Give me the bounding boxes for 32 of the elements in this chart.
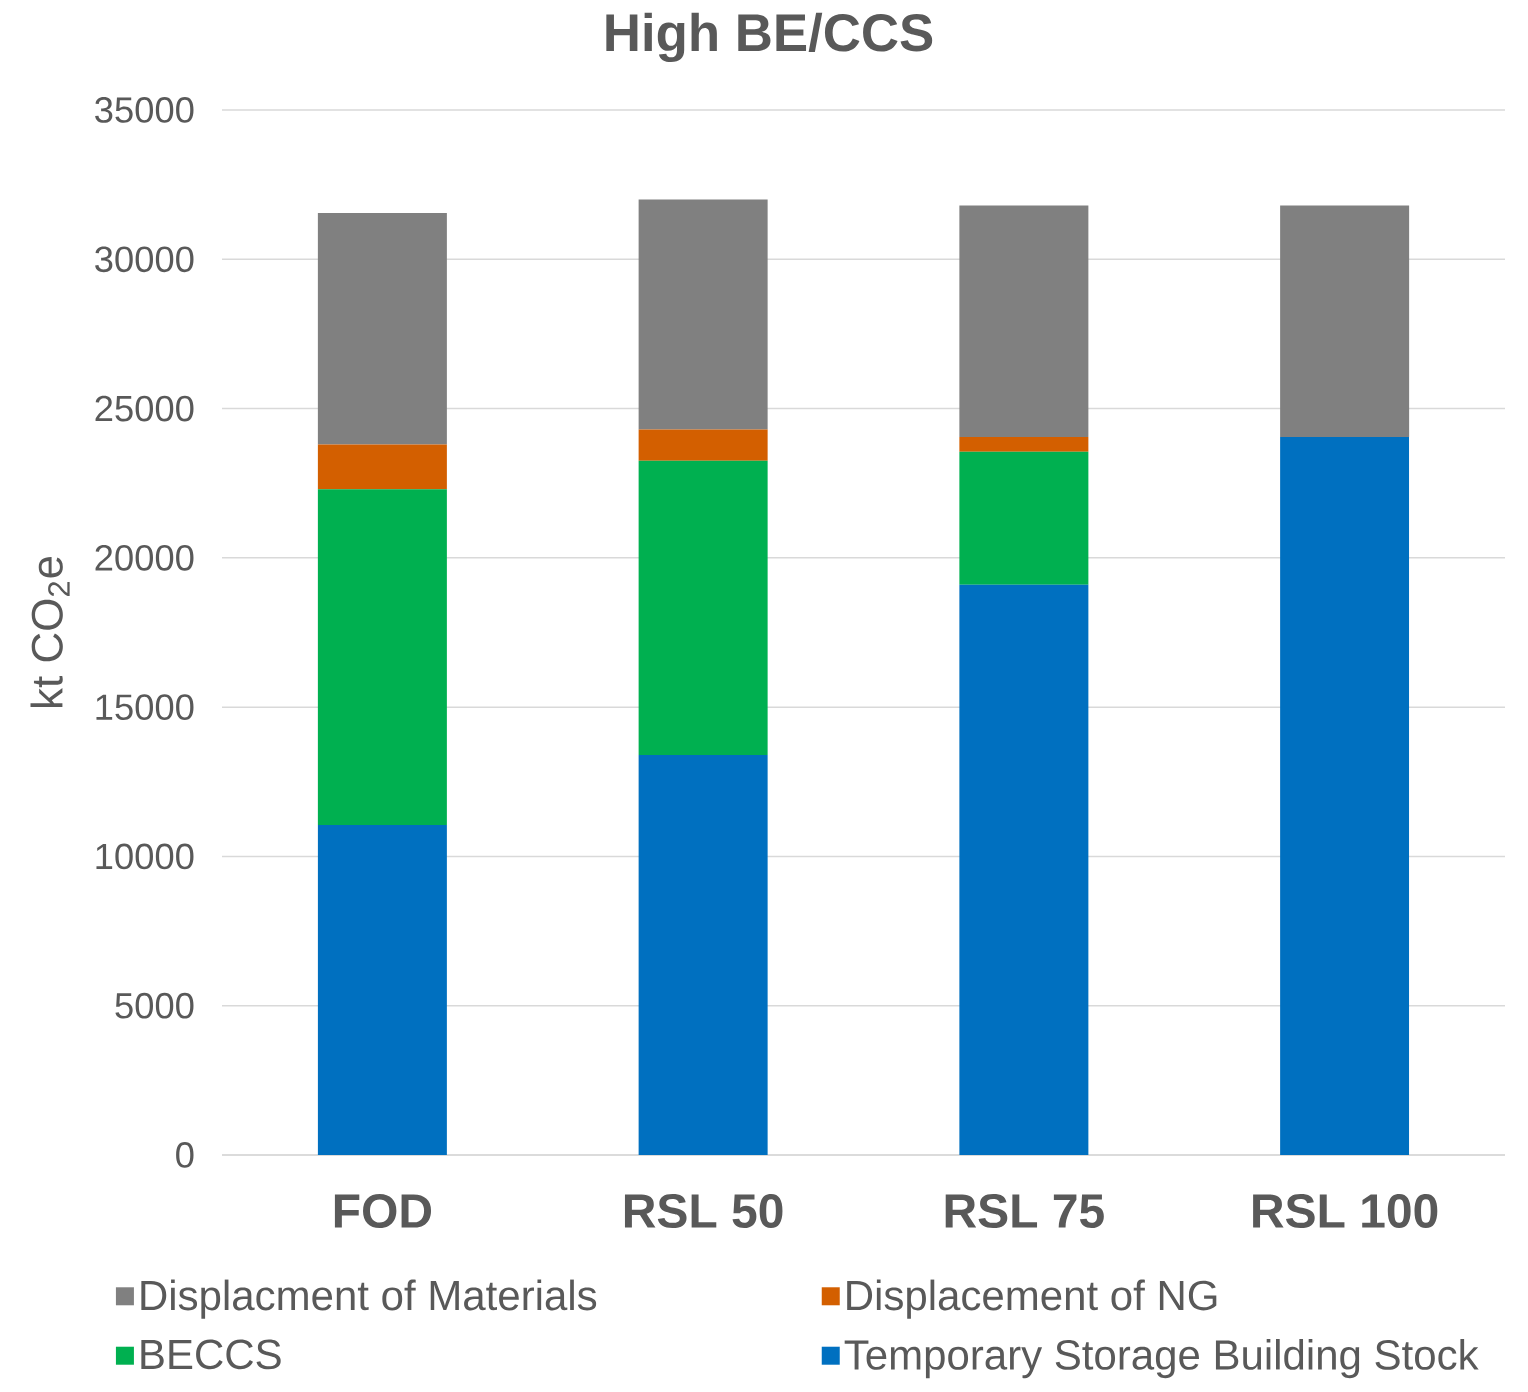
y-axis-title: kt CO$_{2}$e [30, 556, 70, 708]
x-tick-label: RSL 50 [624, 1194, 783, 1229]
bar [959, 451, 1089, 585]
legend-label: Displacement of NG [847, 1279, 1217, 1319]
y-tick-label: 25000 [95, 395, 194, 422]
bar [317, 213, 447, 445]
legend-label: Temporary Storage Building Stock [844, 1339, 1479, 1379]
x-tick-label: RSL 75 [945, 1194, 1104, 1229]
legend-label: BECCS [141, 1339, 281, 1370]
chart-title: High BE/CCS [606, 12, 933, 63]
y-tick-label: 20000 [95, 544, 194, 571]
y-tick-label: 5000 [115, 992, 194, 1019]
x-tick-label: FOD [334, 1194, 432, 1229]
bar [317, 489, 447, 826]
bar [317, 444, 447, 490]
bar [638, 429, 768, 461]
bar [638, 460, 768, 755]
bar [959, 584, 1089, 1155]
y-tick-label: 0 [176, 1142, 194, 1168]
bar [317, 825, 447, 1155]
y-tick-label: 30000 [95, 246, 194, 273]
x-tick-label: RSL 100 [1253, 1194, 1438, 1229]
bar [638, 199, 768, 430]
bar [1280, 436, 1410, 1155]
bar [1280, 205, 1410, 437]
y-tick-label: 10000 [96, 843, 194, 870]
y-tick-label: 15000 [96, 694, 194, 721]
bar [959, 205, 1089, 437]
y-tick-label: 35000 [95, 97, 194, 123]
bar [959, 436, 1089, 452]
bar [638, 754, 768, 1155]
legend-label: Displacment of Materials [141, 1279, 597, 1319]
